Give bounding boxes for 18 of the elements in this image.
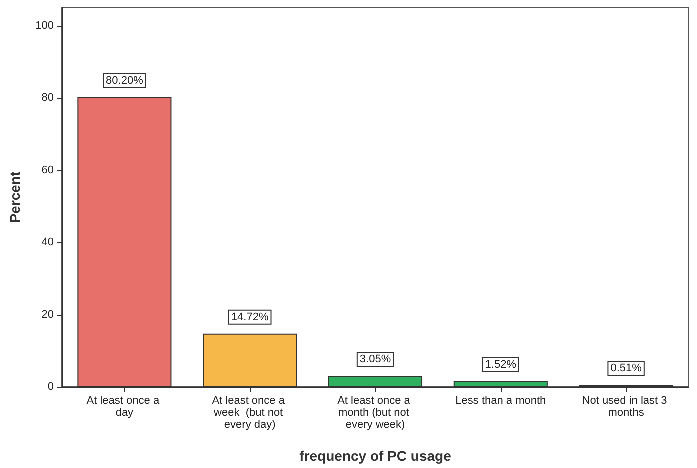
y-tick-label: 20 <box>42 308 54 321</box>
y-tick-label: 40 <box>42 236 54 249</box>
y-tick-label: 80 <box>42 92 54 104</box>
x-axis-title: frequency of PC usage <box>300 448 452 464</box>
x-tick-label: At least once a day <box>86 395 163 419</box>
y-tick-label: 0 <box>48 381 54 393</box>
x-tick-label: Not used in last 3 months <box>582 395 670 419</box>
data-label: 0.51% <box>610 362 642 375</box>
x-tick-label: At least once a month (but not every week) <box>338 395 414 431</box>
y-tick-label: 60 <box>42 164 54 176</box>
data-label: 80.20% <box>106 75 144 88</box>
x-tick-label: Less than a month <box>456 395 546 407</box>
data-label: 3.05% <box>360 353 392 366</box>
data-label: 14.72% <box>231 311 269 324</box>
y-axis-title: Percent <box>7 171 23 224</box>
y-tick-label: 100 <box>36 20 54 32</box>
data-label: 1.52% <box>485 359 517 372</box>
x-tick-label: At least once a week (but not every day) <box>212 395 288 431</box>
